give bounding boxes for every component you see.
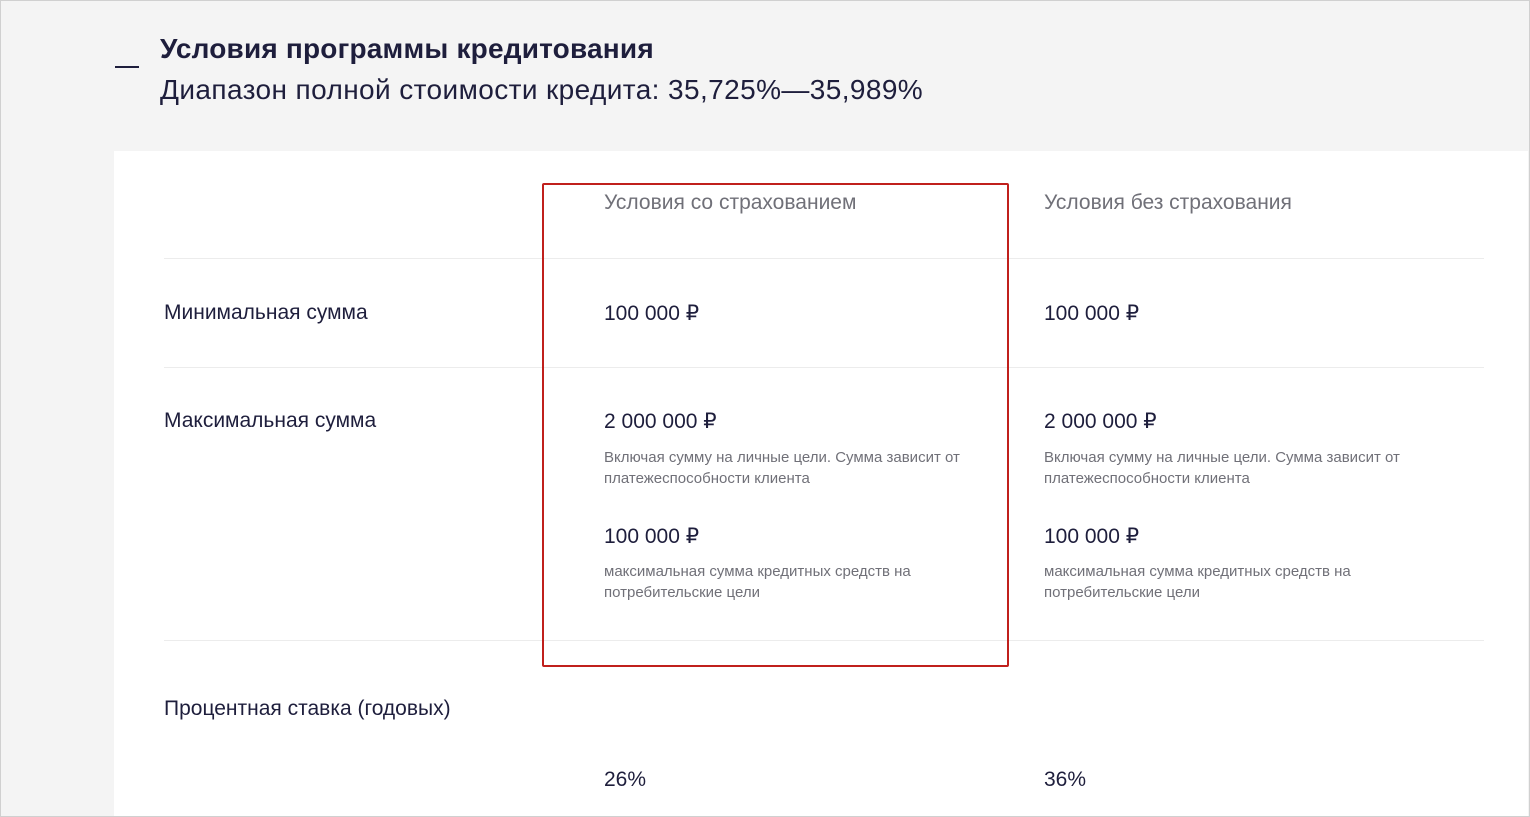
rate-without-insurance: 36% [1044, 768, 1087, 791]
column-header-without-insurance: Условия без страхования [1044, 191, 1292, 214]
consumer-max-with-insurance: 100 000 ₽ [604, 525, 700, 548]
consumer-max-note-with-insurance: максимальная сумма кредитных средств на … [604, 563, 911, 601]
full-cost-range: Диапазон полной стоимости кредита: 35,72… [160, 74, 924, 105]
row-label-min-sum: Минимальная сумма [164, 301, 368, 324]
title-dash-decoration [115, 66, 139, 68]
consumer-max-note-without-insurance: максимальная сумма кредитных средств на … [1044, 563, 1351, 601]
conditions-table: Условия со страхованием Условия без стра… [114, 151, 1528, 816]
consumer-max-without-insurance: 100 000 ₽ [1044, 525, 1140, 548]
max-sum-note-without-insurance: Включая сумму на личные цели. Сумма зави… [1044, 449, 1400, 487]
max-sum-without-insurance: 2 000 000 ₽ [1044, 410, 1157, 433]
min-sum-with-insurance: 100 000 ₽ [604, 302, 700, 325]
row-label-interest-rate: Процентная ставка (годовых) [164, 697, 451, 720]
rate-with-insurance: 26% [604, 768, 647, 791]
max-sum-note-with-insurance: Включая сумму на личные цели. Сумма зави… [604, 449, 960, 487]
row-separator [164, 258, 1484, 259]
max-sum-with-insurance: 2 000 000 ₽ [604, 410, 717, 433]
row-label-max-sum: Максимальная сумма [164, 409, 377, 432]
highlight-box-with-insurance-column [542, 183, 1009, 667]
column-header-with-insurance: Условия со страхованием [604, 191, 857, 214]
min-sum-without-insurance: 100 000 ₽ [1044, 302, 1140, 325]
row-separator [164, 640, 1484, 641]
page-title: Условия программы кредитования [160, 33, 654, 64]
row-separator [164, 367, 1484, 368]
